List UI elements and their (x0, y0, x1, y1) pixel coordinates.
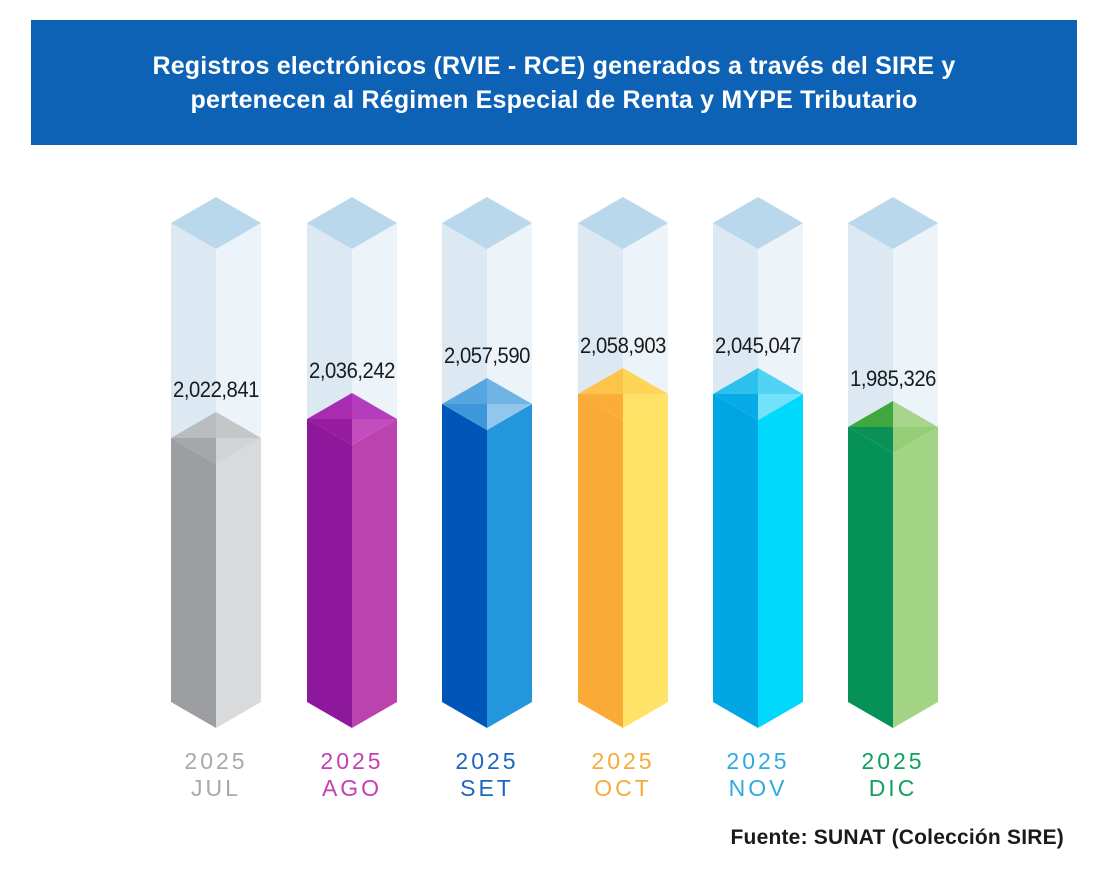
axis-label-year: 2025 (320, 748, 384, 774)
axis-label-dic: 2025 DIC (818, 748, 968, 802)
value-label-set: 2,057,590 (444, 343, 530, 368)
value-label-ago: 2,036,242 (309, 358, 395, 383)
axis-label-month: OCT (594, 775, 652, 801)
axis-label-oct: 2025 OCT (548, 748, 698, 802)
title-banner: Registros electrónicos (RVIE - RCE) gene… (31, 20, 1077, 145)
value-label-dic: 1,985,326 (850, 366, 936, 391)
axis-label-ago: 2025 AGO (277, 748, 427, 802)
axis-label-month: NOV (728, 775, 788, 801)
title-line-2: pertenecen al Régimen Especial de Renta … (190, 85, 918, 114)
bar-column-ago (307, 197, 397, 728)
axis-label-month: JUL (191, 775, 241, 801)
bar-column-nov (713, 197, 803, 728)
axis-label-year: 2025 (726, 748, 790, 774)
bar-column-jul (171, 197, 261, 728)
bar-column-set (442, 197, 532, 728)
axis-label-year: 2025 (455, 748, 519, 774)
axis-label-nov: 2025 NOV (683, 748, 833, 802)
value-label-oct: 2,058,903 (580, 333, 666, 358)
axis-label-year: 2025 (591, 748, 655, 774)
axis-label-set: 2025 SET (412, 748, 562, 802)
bar-column-oct (578, 197, 668, 728)
axis-label-month: SET (460, 775, 514, 801)
axis-label-jul: 2025 JUL (141, 748, 291, 802)
title-line-1: Registros electrónicos (RVIE - RCE) gene… (152, 51, 956, 80)
source-caption: Fuente: SUNAT (Colección SIRE) (730, 826, 1064, 849)
axis-label-month: DIC (868, 775, 918, 801)
axis-label-year: 2025 (184, 748, 248, 774)
axis-label-year: 2025 (861, 748, 925, 774)
value-label-jul: 2,022,841 (173, 377, 259, 402)
axis-label-month: AGO (321, 775, 383, 801)
value-label-nov: 2,045,047 (715, 333, 801, 358)
bar-column-dic (848, 197, 938, 728)
